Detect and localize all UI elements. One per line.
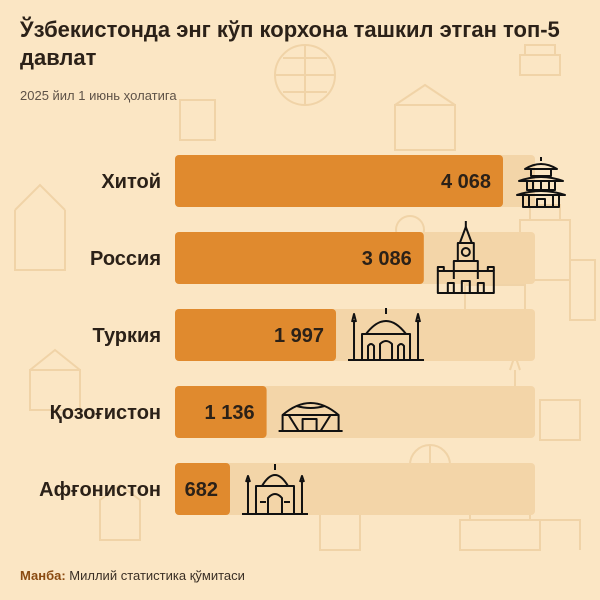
value-label-2: 3 086 (362, 248, 412, 270)
bar-5 (175, 463, 230, 515)
bar-4 (175, 386, 267, 438)
category-label-3: Туркия (92, 325, 161, 347)
source-label: Манба: (20, 568, 66, 583)
value-label-5: 682 (185, 479, 218, 501)
category-label-1: Хитой (101, 171, 161, 193)
value-label-3: 1 997 (274, 325, 324, 347)
source-text: Миллий статистика қўмитаси (69, 568, 245, 583)
category-label-2: Россия (90, 248, 161, 270)
value-label-1: 4 068 (441, 171, 491, 193)
bar-1 (175, 155, 503, 207)
value-label-4: 1 136 (205, 402, 255, 424)
chart-title: Ўзбекистонда энг кўп корхона ташкил этга… (20, 17, 560, 70)
source-note: Манба: Миллий статистика қўмитаси (20, 568, 245, 583)
chart-subtitle: 2025 йил 1 июнь ҳолатига (20, 88, 177, 103)
bar-2 (175, 232, 424, 284)
category-label-4: Қозоғистон (50, 402, 161, 424)
bar-3 (175, 309, 337, 361)
category-label-5: Афғонистон (39, 479, 161, 501)
